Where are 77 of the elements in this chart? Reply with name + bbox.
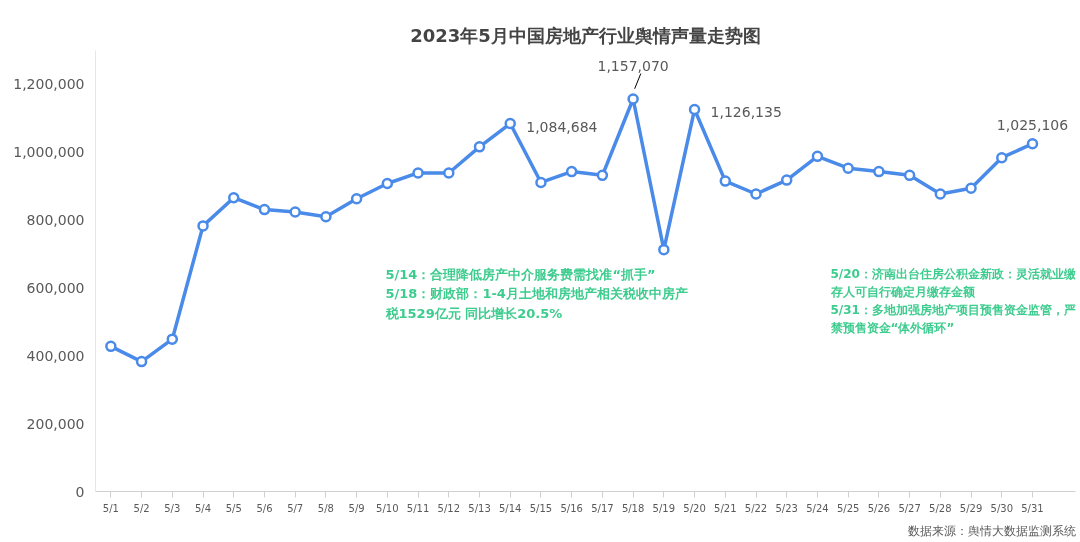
y-tick-label: 0 <box>75 483 85 500</box>
point <box>934 188 947 200</box>
x-tick-label: 5/13 <box>468 502 491 514</box>
point <box>811 150 824 163</box>
x-tick-label: 5/30 <box>990 502 1014 514</box>
y-tick-label: 1,000,000 <box>13 144 85 161</box>
x-tick-label: 5/1 <box>102 502 119 514</box>
data-label: 1,126,135 <box>710 104 782 121</box>
point <box>135 355 148 368</box>
x-tick-label: 5/17 <box>591 502 614 514</box>
x-tick-label: 5/28 <box>929 502 952 514</box>
point <box>780 174 793 186</box>
y-tick-label: 800,000 <box>26 212 85 229</box>
x-tick-label: 5/4 <box>194 502 212 514</box>
data-label: 1,025,106 <box>996 116 1069 133</box>
point <box>504 117 516 130</box>
chart-title: 2023年5月中国房地产行业舆情声量走势图 <box>410 24 761 46</box>
x-tick-label: 5/16 <box>560 502 583 514</box>
y-tick-label: 200,000 <box>26 415 85 432</box>
point <box>320 210 332 223</box>
annotation: 5/20：济南出台住房公积金新政：灵活就业缴存人可自行确定月缴存金额 5/31：多地加强房地产项目预售资金监管，严禁预售资金“体外循环” <box>829 266 1076 336</box>
point <box>965 182 977 194</box>
point <box>596 169 609 182</box>
point <box>473 141 486 153</box>
point <box>412 167 424 179</box>
x-tick-label: 5/25 <box>836 502 860 514</box>
data-label: 1,157,070 <box>597 57 669 74</box>
x-tick-label: 5/18 <box>621 502 645 514</box>
point <box>719 175 732 187</box>
point <box>750 188 762 200</box>
x-tick-label: 5/7 <box>287 502 304 514</box>
x-tick-label: 5/2 <box>133 502 150 514</box>
x-tick-label: 5/5 <box>225 502 242 514</box>
x-tick-label: 5/22 <box>744 502 768 514</box>
data-label: 1,084,684 <box>526 118 598 135</box>
point <box>443 167 455 179</box>
x-tick-label: 5/23 <box>775 502 798 514</box>
point <box>227 191 240 204</box>
point <box>535 176 547 189</box>
x-tick-label: 5/6 <box>256 502 273 514</box>
point <box>105 340 117 353</box>
x-tick-label: 5/11 <box>406 502 430 514</box>
point <box>197 220 209 232</box>
y-tick-label: 1,200,000 <box>13 76 85 93</box>
x-tick-label: 5/24 <box>806 502 829 514</box>
x-tick-label: 5/12 <box>437 502 461 514</box>
x-tick-label: 5/15 <box>529 502 553 514</box>
x-tick-label: 5/3 <box>164 502 181 514</box>
point <box>565 165 578 178</box>
point <box>1026 138 1039 150</box>
point <box>842 162 854 174</box>
point <box>258 203 271 216</box>
annotation: 5/14：合理降低房产中介服务费需找准“抓手” 5/18：财政部：1-4月土地和房地产相关税收中房产税1529亿元 同比增长20.5% <box>384 266 688 321</box>
point <box>688 103 701 116</box>
point <box>350 193 363 205</box>
point <box>627 93 639 105</box>
source-note: 数据来源：舆情大数据监测系统 <box>907 523 1076 538</box>
y-tick-label: 600,000 <box>26 279 85 296</box>
point <box>289 206 301 218</box>
x-tick-label: 5/27 <box>898 502 921 514</box>
point <box>903 169 916 182</box>
x-tick-label: 5/21 <box>714 502 737 514</box>
point <box>658 243 670 256</box>
x-tick-label: 5/9 <box>348 502 365 514</box>
y-tick-label: 400,000 <box>26 347 85 364</box>
point <box>166 333 179 345</box>
point <box>996 151 1008 164</box>
x-tick-label: 5/31 <box>1021 502 1044 514</box>
point <box>873 165 885 178</box>
x-tick-label: 5/26 <box>867 502 891 514</box>
x-tick-label: 5/20 <box>683 502 706 514</box>
x-tick-label: 5/8 <box>317 502 334 514</box>
x-tick-label: 5/19 <box>652 502 676 514</box>
x-tick-label: 5/29 <box>959 502 983 514</box>
x-tick-label: 5/14 <box>499 502 522 514</box>
point <box>381 177 394 190</box>
x-tick-label: 5/10 <box>376 502 399 514</box>
